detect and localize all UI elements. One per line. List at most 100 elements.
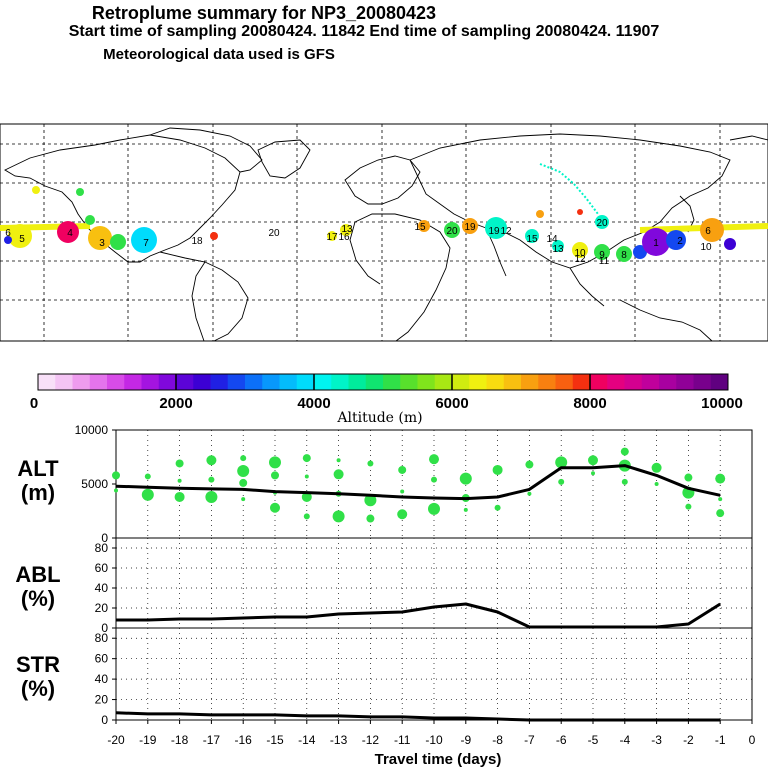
colorbar-cell	[176, 374, 194, 390]
plume-marker	[418, 220, 430, 232]
scatter-point	[492, 464, 503, 475]
y-tick-label: 0	[101, 531, 108, 545]
plume-trace	[539, 163, 599, 215]
plume-marker	[616, 246, 632, 262]
plume-marker	[88, 226, 112, 250]
x-tick-label: -5	[588, 733, 599, 747]
x-tick-label: -13	[330, 733, 348, 747]
colorbar-cell	[417, 374, 436, 390]
x-tick-label: -6	[556, 733, 567, 747]
plume-marker	[572, 242, 588, 258]
colorbar-cell	[141, 374, 160, 390]
colorbar-cell	[158, 374, 177, 390]
plume-day-label: 3	[99, 238, 105, 249]
colorbar-cell	[331, 374, 349, 390]
panel-label: ALT	[17, 456, 59, 481]
scatter-point	[302, 454, 311, 463]
plume-day-label: 15	[526, 234, 538, 245]
plume-day-label: 20	[596, 218, 608, 229]
met-data-subtitle: Meteorological data used is GFS	[103, 46, 335, 63]
scatter-point	[144, 473, 151, 480]
y-tick-label: 0	[101, 713, 108, 727]
chart-title: Retroplume summary for NP3_20080423	[91, 3, 437, 23]
plume-day-label: 19	[488, 226, 500, 237]
plume-marker	[4, 236, 12, 244]
scatter-point	[208, 476, 215, 483]
colorbar-cell	[572, 374, 591, 390]
x-tick-label: -20	[107, 733, 125, 747]
colorbar-cell	[434, 374, 453, 390]
colorbar-cell	[38, 374, 56, 390]
colorbar-cell	[227, 374, 246, 390]
scatter-point	[237, 465, 250, 478]
scatter-point	[398, 465, 407, 474]
scatter-point	[206, 455, 217, 466]
plume-day-label: 15	[414, 222, 426, 233]
colorbar-tick-label: 0	[30, 395, 38, 412]
colorbar-tick-label: 4000	[297, 395, 330, 412]
plume-marker	[210, 232, 218, 240]
scatter-point	[239, 478, 248, 487]
x-tick-label: -7	[524, 733, 535, 747]
scatter-point	[141, 488, 154, 501]
colorbar-tick-label: 10000	[701, 395, 743, 412]
plume-day-label: 12	[500, 226, 512, 237]
scatter-point	[332, 510, 345, 523]
colorbar-cell	[607, 374, 625, 390]
scatter-point	[591, 471, 595, 476]
scatter-point	[367, 460, 374, 467]
scatter-point	[654, 482, 659, 486]
x-axis-label: Travel time (days)	[375, 751, 502, 768]
colorbar-cell	[262, 374, 280, 390]
plume-marker	[666, 230, 686, 250]
x-tick-label: -11	[394, 733, 411, 747]
colorbar-cell	[521, 374, 539, 390]
plume-marker	[85, 215, 95, 225]
y-tick-label: 5000	[81, 477, 108, 491]
scatter-point	[558, 478, 565, 485]
colorbar-cell	[486, 374, 505, 390]
panel-label: ABL	[15, 562, 60, 587]
plume-day-label: 6	[705, 226, 711, 237]
plume-day-label: 10	[574, 248, 586, 259]
colorbar-cell	[693, 374, 712, 390]
colorbar-cell	[710, 374, 729, 390]
colorbar-tick-label: 8000	[573, 395, 606, 412]
x-tick-label: -16	[235, 733, 253, 747]
x-tick-label: -15	[266, 733, 284, 747]
scatter-point	[684, 473, 693, 482]
series-line-alt	[115, 464, 721, 501]
plume-day-label: 9	[599, 250, 605, 261]
x-tick-label: -10	[425, 733, 443, 747]
y-tick-label: 10000	[75, 423, 109, 437]
x-tick-label: -1	[715, 733, 726, 747]
plume-marker	[8, 224, 32, 248]
plume-marker	[595, 215, 609, 229]
scatter-point	[459, 472, 472, 485]
colorbar-cell	[365, 374, 384, 390]
plume-marker	[131, 227, 157, 253]
scatter-point	[240, 455, 247, 462]
plume-marker	[594, 244, 610, 260]
series-line-str	[115, 711, 721, 722]
scatter-point	[366, 514, 375, 523]
x-tick-label: -14	[298, 733, 316, 747]
plume-marker	[57, 221, 79, 243]
scatter-point	[620, 447, 629, 456]
colorbar-cell	[503, 374, 522, 390]
scatter-point	[241, 497, 246, 502]
scatter-point	[494, 504, 501, 511]
y-tick-label: 40	[95, 672, 109, 686]
scatter-point	[431, 476, 437, 483]
x-tick-label: -2	[683, 733, 694, 747]
x-tick-label: -3	[651, 733, 662, 747]
colorbar-cell	[55, 374, 73, 390]
scatter-point	[715, 473, 726, 484]
plume-day-label: 2	[677, 236, 683, 247]
colorbar-cell	[659, 374, 677, 390]
plume-marker	[642, 228, 670, 256]
plume-marker	[32, 186, 40, 194]
plume-marker	[700, 218, 724, 242]
scatter-point	[271, 471, 279, 480]
